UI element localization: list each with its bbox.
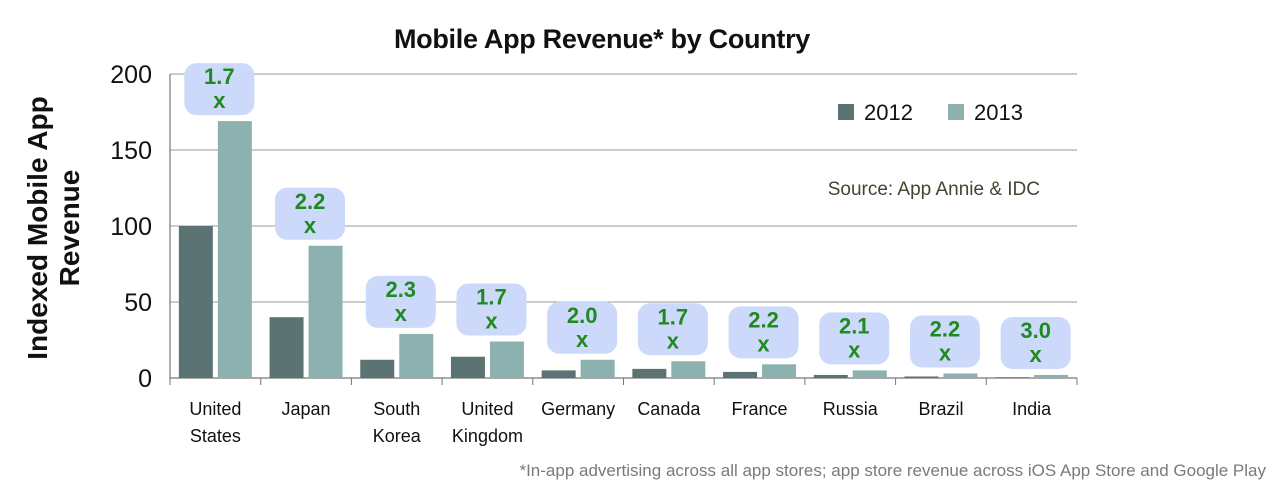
bar-2012 (178, 226, 213, 378)
bar-2012 (995, 377, 1030, 378)
bar-2012 (269, 317, 304, 378)
growth-value: 2.2 (748, 307, 779, 332)
bar-2012 (632, 368, 667, 378)
bar-2013 (489, 341, 524, 378)
growth-suffix: x (485, 309, 498, 334)
bar-2013 (217, 121, 252, 379)
growth-value: 1.7 (658, 304, 689, 329)
growth-bubble (275, 187, 346, 240)
growth-bubble (547, 301, 618, 354)
x-tick-label: Germany (541, 399, 615, 419)
x-tick-label: Russia (823, 399, 879, 419)
x-tick-label: Korea (373, 426, 422, 446)
growth-suffix: x (848, 337, 861, 362)
x-tick-label: India (1012, 399, 1052, 419)
growth-bubble (637, 303, 708, 356)
growth-value: 3.0 (1020, 318, 1051, 343)
bar-2013 (762, 364, 797, 378)
x-tick-label: Japan (282, 399, 331, 419)
bar-2013 (671, 361, 706, 378)
growth-value: 1.7 (204, 64, 235, 89)
x-tick-label: South (373, 399, 420, 419)
x-tick-label: United (189, 399, 241, 419)
y-tick-label: 50 (124, 289, 152, 317)
bar-2013 (852, 370, 887, 378)
x-tick-label: United (461, 399, 513, 419)
x-tick-label: States (190, 426, 241, 446)
bar-2012 (723, 371, 758, 378)
x-tick-label: Brazil (918, 399, 963, 419)
growth-suffix: x (757, 331, 770, 356)
legend-swatch-2012 (838, 104, 854, 120)
bar-2013 (308, 245, 343, 378)
growth-value: 2.0 (567, 303, 598, 328)
growth-bubble (184, 63, 255, 116)
growth-value: 1.7 (476, 285, 507, 310)
growth-bubble (728, 306, 799, 359)
growth-bubble (365, 275, 436, 328)
bar-2013 (580, 359, 615, 378)
source-note: Source: App Annie & IDC (828, 179, 1040, 200)
x-tick-label: France (732, 399, 788, 419)
growth-suffix: x (1030, 342, 1043, 367)
legend-swatch-2013 (948, 104, 964, 120)
growth-value: 2.1 (839, 313, 870, 338)
growth-suffix: x (667, 328, 680, 353)
bar-2012 (360, 359, 395, 378)
y-tick-label: 200 (110, 61, 152, 89)
growth-value: 2.2 (295, 189, 326, 214)
y-tick-label: 100 (110, 213, 152, 241)
x-tick-label: Kingdom (452, 426, 523, 446)
growth-suffix: x (395, 301, 408, 326)
bar-2012 (904, 376, 939, 378)
x-tick-label: Canada (637, 399, 701, 419)
growth-value: 2.3 (385, 277, 416, 302)
growth-value: 2.2 (930, 316, 961, 341)
growth-bubble (456, 283, 527, 336)
growth-suffix: x (304, 213, 317, 238)
growth-bubble (909, 315, 980, 368)
growth-bubble (1000, 316, 1071, 369)
y-tick-label: 0 (138, 365, 152, 393)
growth-bubble (819, 312, 890, 365)
chart-title: Mobile App Revenue* by Country (393, 24, 811, 54)
bar-2013 (1034, 374, 1069, 378)
bar-2013 (943, 373, 978, 378)
growth-suffix: x (939, 340, 952, 365)
footnote: *In-app advertising across all app store… (519, 461, 1266, 480)
bar-2012 (541, 370, 576, 378)
legend-label-2013: 2013 (974, 100, 1023, 125)
bar-2012 (450, 356, 485, 378)
bar-2013 (399, 333, 434, 378)
bar-2012 (813, 374, 848, 378)
y-tick-label: 150 (110, 137, 152, 165)
growth-suffix: x (576, 327, 589, 352)
growth-suffix: x (213, 88, 226, 113)
legend-label-2012: 2012 (864, 100, 913, 125)
